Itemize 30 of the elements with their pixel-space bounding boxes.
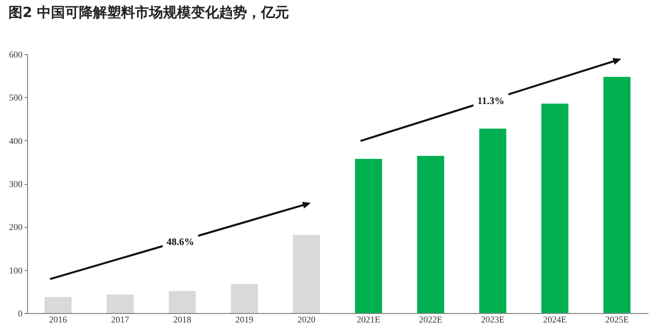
bar bbox=[44, 297, 72, 313]
bar bbox=[168, 290, 196, 313]
annotation: 11.3% bbox=[477, 96, 504, 107]
y-tick-label: 0 bbox=[18, 308, 23, 318]
x-tick-label: 2025E bbox=[605, 314, 630, 324]
x-tick-label: 2022E bbox=[418, 314, 443, 324]
bar bbox=[479, 128, 506, 313]
bar bbox=[230, 284, 258, 313]
bar bbox=[417, 156, 444, 313]
x-tick-label: 2018 bbox=[173, 314, 192, 324]
x-tick-label: 2021E bbox=[356, 314, 381, 324]
y-tick-label: 600 bbox=[9, 50, 23, 60]
y-tick-label: 500 bbox=[9, 92, 23, 103]
x-tick-label: 2024E bbox=[543, 314, 568, 324]
x-tick-label: 2023E bbox=[481, 314, 505, 324]
bar bbox=[106, 294, 134, 313]
x-tick-label: 2017 bbox=[111, 314, 130, 324]
bar bbox=[355, 158, 382, 313]
annotation: 48.6% bbox=[166, 236, 194, 248]
x-tick-label: 2020 bbox=[297, 314, 316, 324]
y-tick-label: 300 bbox=[9, 179, 23, 189]
x-tick-label: 2019 bbox=[235, 314, 254, 324]
y-tick-label: 100 bbox=[9, 265, 23, 276]
chart-title: 图2 中国可降解塑料市场规模变化趋势，亿元 bbox=[8, 4, 290, 21]
bar bbox=[292, 234, 320, 313]
y-tick-label: 400 bbox=[9, 136, 23, 146]
bar bbox=[603, 76, 630, 313]
y-tick-label: 200 bbox=[9, 222, 23, 232]
x-tick-label: 2016 bbox=[49, 314, 68, 324]
bar bbox=[541, 104, 568, 313]
